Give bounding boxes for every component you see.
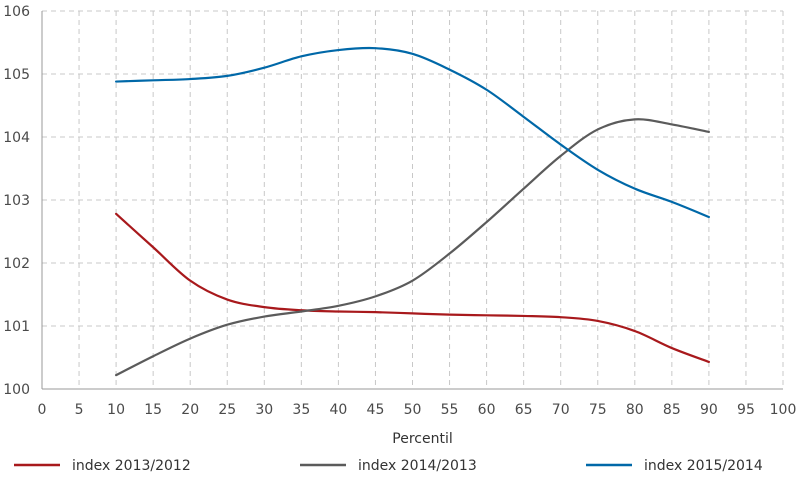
x-axis-label: Percentil bbox=[392, 431, 452, 447]
x-tick-label: 65 bbox=[515, 402, 533, 418]
y-axis-ticks: 100 101 102 103 104 105 106 bbox=[3, 4, 30, 398]
x-tick-label: 75 bbox=[589, 402, 607, 418]
x-tick-label: 10 bbox=[107, 402, 125, 418]
y-tick-label: 105 bbox=[3, 67, 30, 83]
x-tick-label: 100 bbox=[770, 402, 797, 418]
y-tick-label: 106 bbox=[3, 4, 30, 20]
x-tick-label: 60 bbox=[478, 402, 496, 418]
y-tick-label: 102 bbox=[3, 256, 30, 272]
x-tick-label: 90 bbox=[700, 402, 718, 418]
legend: index 2013/2012 index 2014/2013 index 2015… bbox=[14, 458, 763, 474]
legend-label: index 2013/2012 bbox=[72, 458, 191, 474]
y-tick-label: 100 bbox=[3, 382, 30, 398]
x-tick-label: 70 bbox=[552, 402, 570, 418]
grid bbox=[42, 10, 784, 389]
x-tick-label: 15 bbox=[144, 402, 162, 418]
x-tick-label: 30 bbox=[255, 402, 273, 418]
x-tick-label: 55 bbox=[441, 402, 459, 418]
series-line-3 bbox=[115, 46, 710, 219]
axes bbox=[41, 11, 783, 390]
x-tick-label: 40 bbox=[329, 402, 347, 418]
legend-label: index 2014/2013 bbox=[358, 458, 477, 474]
x-tick-label: 50 bbox=[404, 402, 422, 418]
series-lines bbox=[115, 46, 710, 377]
y-tick-label: 101 bbox=[3, 319, 30, 335]
x-tick-label: 0 bbox=[38, 402, 47, 418]
x-tick-label: 35 bbox=[292, 402, 310, 418]
x-tick-label: 95 bbox=[737, 402, 755, 418]
x-tick-label: 85 bbox=[663, 402, 681, 418]
y-tick-label: 104 bbox=[3, 130, 30, 146]
x-tick-label: 25 bbox=[218, 402, 236, 418]
x-axis-ticks: 0 5 10 15 20 25 30 35 40 45 50 55 60 65 70 75 80 85 90 95 10… bbox=[38, 402, 797, 418]
series-line-1 bbox=[115, 212, 710, 364]
x-tick-label: 20 bbox=[181, 402, 199, 418]
legend-label: index 2015/2014 bbox=[644, 458, 763, 474]
x-tick-label: 80 bbox=[626, 402, 644, 418]
series-line-2 bbox=[115, 118, 710, 377]
x-tick-label: 45 bbox=[367, 402, 385, 418]
y-tick-label: 103 bbox=[3, 193, 30, 209]
x-tick-label: 5 bbox=[75, 402, 84, 418]
